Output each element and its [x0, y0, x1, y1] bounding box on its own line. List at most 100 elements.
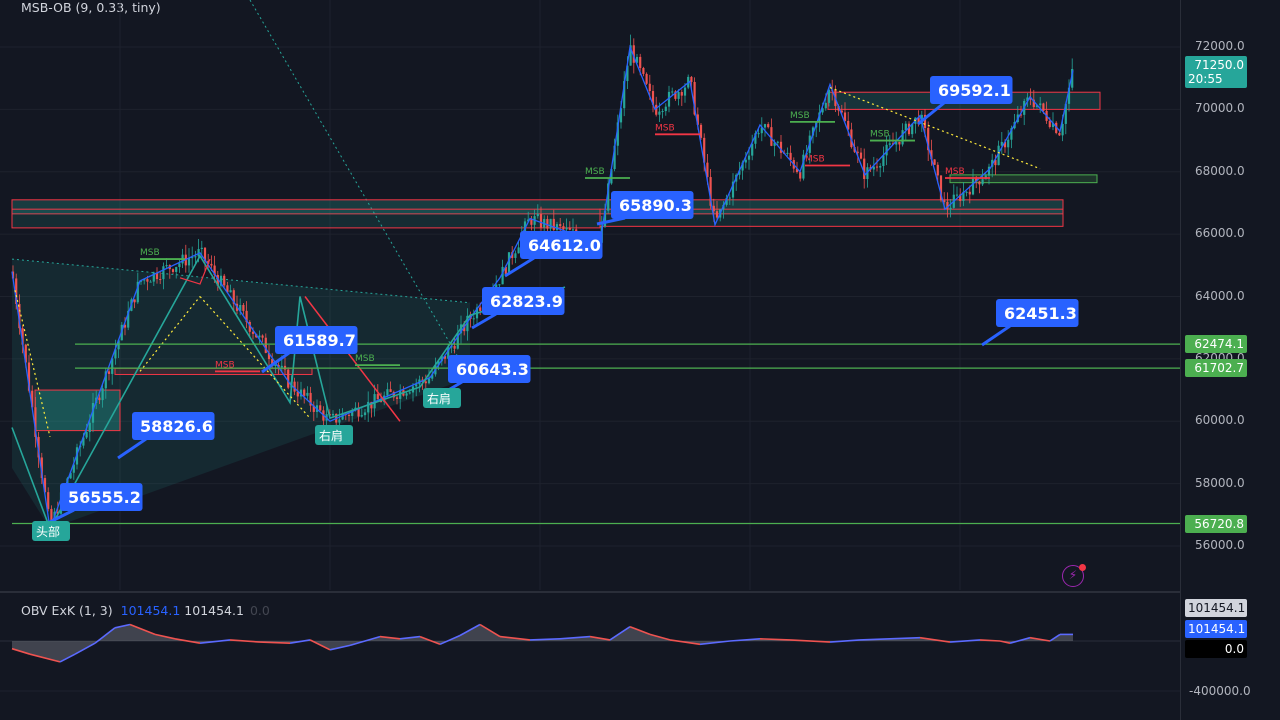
candle-body: [194, 256, 197, 258]
candle-body: [843, 112, 847, 121]
candle-body: [24, 344, 27, 363]
candle-body: [776, 141, 779, 143]
candle-body: [72, 464, 75, 473]
candle-body: [754, 133, 757, 144]
price-label: 60643.3: [439, 355, 531, 397]
candle-body: [1039, 103, 1042, 106]
candle-body: [744, 159, 747, 163]
candle-body: [392, 391, 395, 398]
candle-body: [741, 162, 744, 171]
candle-body: [981, 179, 984, 185]
candle-body: [626, 65, 629, 82]
candle-body: [50, 508, 53, 525]
candle-body: [162, 266, 165, 280]
trend-dotted-line: [139, 296, 201, 372]
candle-body: [728, 197, 731, 199]
price-label: 58826.6: [117, 412, 215, 460]
price-label-text: 65890.3: [619, 196, 692, 215]
candle-body: [386, 389, 389, 396]
pattern-arrow: [304, 296, 401, 422]
candle-body: [306, 392, 309, 396]
candle-body: [690, 76, 693, 82]
candle-body: [699, 124, 703, 138]
obv-line-segment: [154, 633, 176, 640]
level-badge: 62474.1: [1185, 335, 1247, 354]
candle-body: [696, 114, 699, 125]
candle-body: [943, 200, 946, 202]
candle-body: [840, 110, 843, 113]
candle-body: [923, 114, 927, 128]
candle-body: [1019, 114, 1023, 116]
obv-line-segment: [529, 638, 561, 641]
candle-body: [568, 227, 571, 230]
candle-body: [165, 265, 168, 267]
price-label-box: [448, 355, 531, 383]
candle-body: [360, 415, 363, 417]
obv-line-segment: [629, 625, 651, 636]
candle-body: [725, 197, 728, 205]
price-chart[interactable]: MSB MSB MSB MSB MSB MSB MSB MSB MSB 56555.2 58826.…: [0, 0, 1180, 590]
candle-body: [197, 249, 200, 257]
candle-body: [408, 392, 411, 394]
candle-body: [431, 374, 434, 379]
obv-line-segment: [1049, 633, 1061, 642]
candle-body: [911, 123, 914, 135]
candle-body: [933, 159, 936, 165]
candle-body: [152, 272, 155, 282]
price-label: 69592.1: [917, 76, 1013, 126]
candle-body: [501, 266, 504, 285]
obv-line-segment: [649, 633, 671, 641]
pane-divider[interactable]: [0, 591, 1180, 593]
candle-body: [677, 92, 680, 99]
candle-body: [101, 388, 104, 401]
pattern-line: [179, 258, 211, 285]
candle-body: [824, 102, 827, 109]
obv-line-segment: [94, 627, 116, 644]
candle-body: [395, 397, 399, 399]
obv-badge: 101454.1: [1185, 620, 1247, 638]
obv-line-segment: [789, 639, 831, 643]
candle-body: [731, 181, 735, 198]
candle-body: [863, 158, 866, 180]
candle-body: [712, 205, 715, 212]
candle-body: [661, 111, 664, 113]
candle-body: [987, 166, 991, 176]
obv-chart[interactable]: [0, 593, 1180, 720]
candle-body: [658, 111, 661, 115]
price-label-box: [996, 299, 1079, 327]
candle-body: [1035, 105, 1039, 107]
candle-body: [949, 207, 952, 210]
price-axis[interactable]: 72000.0 70000.0 68000.0 66000.0 64000.0 62000…: [1180, 0, 1280, 720]
candle-body: [709, 177, 712, 206]
candle-body: [405, 393, 408, 396]
flash-icon[interactable]: ⚡: [1062, 564, 1086, 587]
candle-body: [1061, 123, 1064, 136]
obv-line-segment: [129, 623, 156, 636]
candle-body: [216, 274, 219, 286]
candle-body: [821, 108, 824, 113]
candle-body: [213, 265, 216, 275]
price-label-box: [482, 287, 565, 315]
candle-body: [82, 437, 85, 446]
countdown: 20:55: [1188, 72, 1223, 87]
obv-line-segment: [11, 647, 31, 655]
candle-body: [210, 263, 213, 266]
candle-body: [1048, 120, 1051, 128]
candle-body: [27, 362, 31, 391]
candle-body: [363, 412, 367, 416]
candle-body: [367, 401, 370, 413]
candle-body: [1032, 99, 1035, 107]
candle-body: [667, 91, 671, 107]
candle-body: [517, 247, 520, 254]
obv-title[interactable]: OBV ExK (1, 3) 101454.1 101454.1 0.0: [21, 603, 270, 618]
price-label: 61589.7: [261, 326, 358, 374]
candle-body: [111, 358, 114, 374]
candle-body: [610, 169, 613, 184]
candle-body: [187, 258, 191, 266]
candle-body: [319, 405, 322, 411]
candle-body: [466, 315, 469, 332]
candle-body: [552, 218, 555, 230]
order-block-zone: [11, 208, 601, 229]
indicator-title[interactable]: MSB-OB (9, 0.33, tiny): [21, 0, 161, 15]
obv-line-segment: [699, 640, 731, 646]
